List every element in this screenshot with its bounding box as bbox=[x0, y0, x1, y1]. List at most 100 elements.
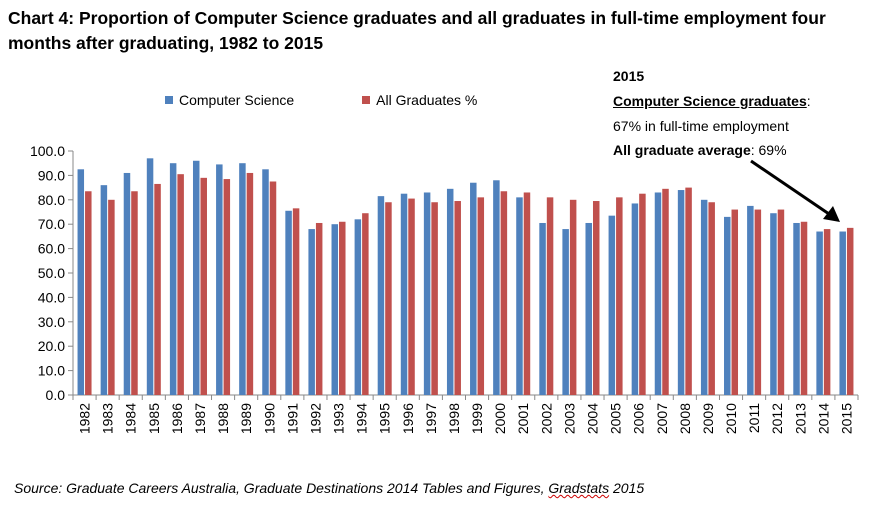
bar-all-graduates bbox=[200, 177, 207, 395]
x-tick-label: 1986 bbox=[169, 403, 185, 434]
bar-computer-science bbox=[308, 229, 315, 395]
bar-computer-science bbox=[470, 182, 477, 395]
legend-item-all-graduates: All Graduates % bbox=[362, 92, 477, 108]
x-tick-label: 2002 bbox=[538, 403, 554, 434]
bar-computer-science bbox=[700, 199, 708, 395]
bar-computer-science bbox=[493, 180, 500, 395]
annotation-cs-colon: : bbox=[806, 93, 811, 109]
bar-all-graduates bbox=[592, 201, 600, 395]
bar-all-graduates bbox=[616, 197, 623, 395]
bar-all-graduates bbox=[292, 208, 300, 395]
x-tick-label: 2003 bbox=[561, 403, 577, 434]
x-tick-label: 1993 bbox=[331, 403, 347, 434]
x-tick-label: 2010 bbox=[723, 403, 739, 434]
x-tick-label: 1990 bbox=[261, 403, 277, 434]
bar-computer-science bbox=[123, 172, 131, 395]
y-tick-label: 20.0 bbox=[38, 338, 65, 354]
bar-computer-science bbox=[585, 222, 592, 395]
x-tick-label: 2001 bbox=[515, 403, 531, 434]
bar-all-graduates bbox=[685, 187, 692, 395]
source-note: Source: Graduate Careers Australia, Grad… bbox=[14, 480, 644, 496]
bar-all-graduates bbox=[85, 191, 92, 395]
x-tick-label: 1982 bbox=[77, 403, 93, 434]
annotation-year: 2015 bbox=[613, 68, 645, 84]
bar-computer-science bbox=[169, 163, 177, 395]
x-tick-label: 2008 bbox=[677, 403, 693, 434]
bar-computer-science bbox=[146, 158, 154, 395]
annotation-cs-value: 67% in full-time employment bbox=[613, 118, 789, 134]
y-tick-label: 100.0 bbox=[30, 143, 65, 159]
bar-computer-science bbox=[677, 190, 685, 395]
annotation-cs-label: Computer Science graduates bbox=[613, 93, 807, 109]
x-tick-label: 1997 bbox=[423, 403, 439, 434]
bar-all-graduates bbox=[662, 188, 669, 395]
annotation-arrow-head bbox=[823, 206, 840, 222]
y-tick-label: 0.0 bbox=[46, 387, 66, 403]
x-tick-label: 1989 bbox=[238, 403, 254, 434]
x-tick-label: 1994 bbox=[354, 403, 370, 434]
bar-computer-science bbox=[192, 160, 200, 395]
bar-all-graduates bbox=[108, 199, 115, 395]
bar-computer-science bbox=[816, 231, 823, 395]
bar-computer-science bbox=[423, 192, 431, 395]
bar-all-graduates bbox=[223, 179, 231, 395]
annotation-cs: Computer Science graduates: bbox=[613, 92, 811, 111]
chart-legend: Computer Science All Graduates % bbox=[165, 92, 545, 108]
bar-all-graduates bbox=[385, 202, 392, 395]
source-text: Source: Graduate Careers Australia, Grad… bbox=[14, 480, 549, 496]
bar-all-graduates bbox=[431, 202, 438, 395]
source-tail: 2015 bbox=[609, 480, 645, 496]
bar-computer-science bbox=[562, 229, 569, 395]
legend-item-computer-science: Computer Science bbox=[165, 92, 294, 108]
x-tick-label: 2000 bbox=[492, 403, 508, 434]
x-tick-label: 2009 bbox=[700, 403, 716, 434]
source-misspelled: Gradstats bbox=[548, 480, 610, 496]
bar-all-graduates bbox=[477, 197, 485, 395]
x-tick-label: 1998 bbox=[446, 403, 462, 434]
x-tick-label: 1984 bbox=[123, 403, 139, 434]
bar-all-graduates bbox=[454, 201, 461, 395]
bar-computer-science bbox=[608, 215, 616, 395]
bar-all-graduates bbox=[500, 191, 508, 395]
bar-computer-science bbox=[770, 213, 777, 395]
x-tick-label: 2005 bbox=[608, 403, 624, 434]
x-tick-label: 1995 bbox=[377, 403, 393, 434]
bar-computer-science bbox=[839, 231, 846, 395]
annotation-all: All graduate average: 69% bbox=[613, 141, 787, 160]
y-tick-label: 40.0 bbox=[38, 289, 65, 305]
bar-computer-science bbox=[724, 216, 731, 395]
bar-all-graduates bbox=[177, 174, 184, 395]
bar-all-graduates bbox=[754, 209, 762, 395]
bar-computer-science bbox=[446, 188, 454, 395]
bar-computer-science bbox=[539, 222, 546, 395]
bar-all-graduates bbox=[362, 213, 369, 395]
annotation-all-value: : 69% bbox=[750, 142, 787, 158]
y-tick-label: 60.0 bbox=[38, 241, 65, 257]
x-tick-label: 2013 bbox=[792, 403, 808, 434]
bar-all-graduates bbox=[846, 227, 854, 395]
bar-all-graduates bbox=[523, 192, 531, 395]
y-tick-label: 50.0 bbox=[38, 265, 65, 281]
bar-computer-science bbox=[654, 192, 662, 395]
bar-all-graduates bbox=[408, 198, 415, 395]
bar-computer-science bbox=[354, 219, 362, 395]
bar-all-graduates bbox=[777, 209, 785, 395]
x-tick-label: 2004 bbox=[584, 403, 600, 434]
x-tick-label: 2014 bbox=[815, 403, 831, 434]
bar-all-graduates bbox=[823, 229, 831, 395]
bar-all-graduates bbox=[131, 191, 138, 395]
bar-computer-science bbox=[747, 205, 754, 395]
bar-computer-science bbox=[516, 197, 523, 395]
annotation-arrow-line bbox=[750, 159, 833, 218]
chart-title: Chart 4: Proportion of Computer Science … bbox=[8, 8, 826, 53]
bar-computer-science bbox=[793, 222, 800, 395]
bar-all-graduates bbox=[800, 221, 808, 395]
y-tick-label: 70.0 bbox=[38, 216, 65, 232]
y-tick-label: 90.0 bbox=[38, 167, 65, 183]
x-tick-label: 1992 bbox=[307, 403, 323, 434]
x-tick-label: 2007 bbox=[654, 403, 670, 434]
legend-label-all-graduates: All Graduates % bbox=[376, 92, 478, 108]
legend-swatch-computer-science bbox=[165, 96, 173, 104]
bar-all-graduates bbox=[731, 209, 739, 395]
